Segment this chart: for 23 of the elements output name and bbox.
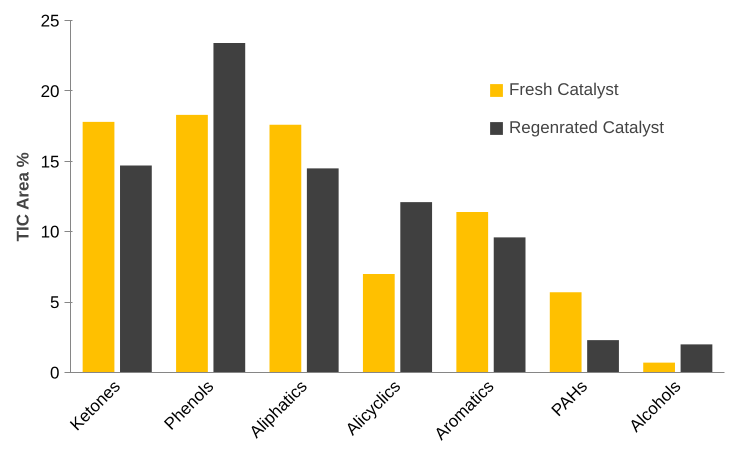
bar — [400, 202, 432, 372]
bar — [213, 43, 246, 372]
y-axis-title: TIC Area % — [14, 152, 33, 242]
bar — [587, 340, 619, 372]
bar — [550, 292, 582, 372]
y-tick-label: 0 — [50, 364, 60, 382]
legend-label: Regenrated Catalyst — [509, 118, 664, 138]
legend-label: Fresh Catalyst — [509, 80, 619, 100]
y-tick-label: 25 — [40, 12, 60, 30]
bar — [120, 166, 152, 372]
bar — [82, 122, 114, 372]
bar — [494, 237, 526, 372]
bar — [456, 212, 488, 372]
y-tick-label: 15 — [40, 152, 60, 172]
bar — [680, 344, 712, 372]
bar — [306, 168, 339, 372]
y-tick-label: 20 — [40, 82, 60, 101]
bar — [643, 362, 675, 372]
y-tick-label: 5 — [50, 293, 60, 312]
y-tick-label: 10 — [40, 222, 60, 242]
bar — [270, 124, 302, 372]
bar — [362, 274, 395, 372]
bar — [176, 114, 208, 372]
